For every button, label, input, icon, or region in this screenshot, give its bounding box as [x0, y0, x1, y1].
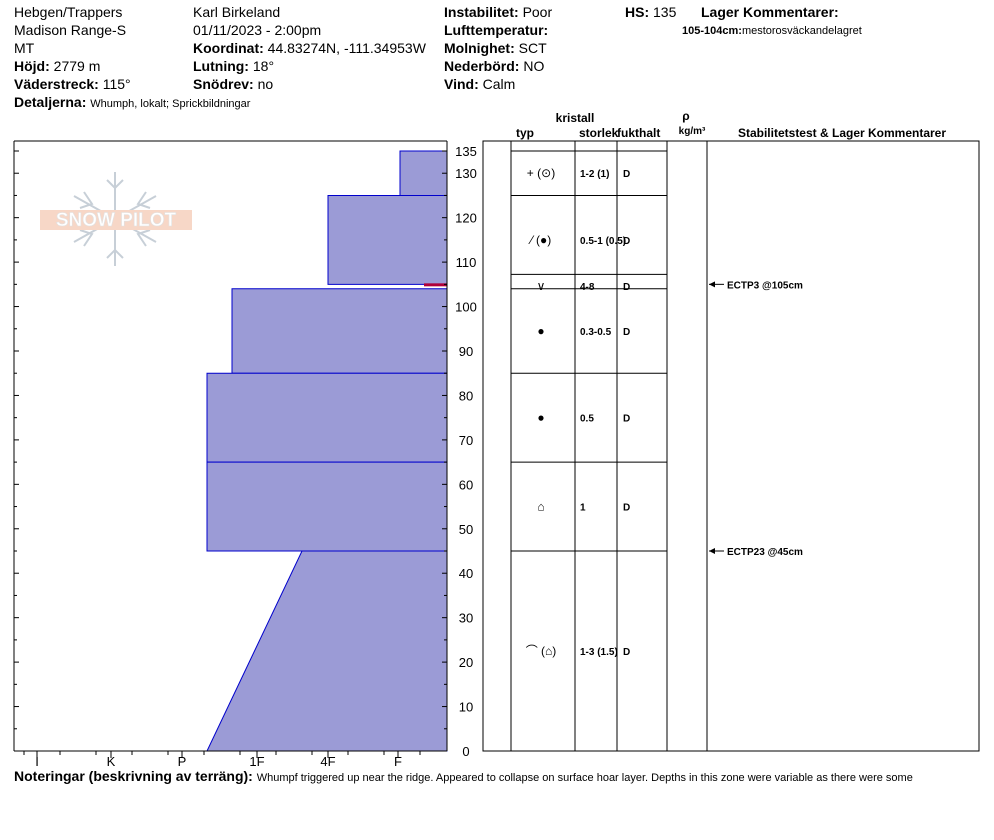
hardness-layer-bar: [206, 550, 448, 752]
y-tick-label: 40: [459, 566, 473, 581]
precipitation: Nederbörd: NO: [444, 58, 545, 74]
x-tick-label: K: [107, 754, 116, 769]
hardness-layer-bar: [206, 461, 448, 552]
y-tick-label: 130: [455, 166, 477, 181]
snow-height: HS: 135: [625, 4, 677, 20]
header-kristall: kristall: [556, 111, 595, 125]
grain-size: 0.3-0.5: [580, 327, 612, 338]
y-tick-label: 100: [455, 300, 477, 315]
stability-test-label: ECTP23 @45cm: [727, 547, 803, 558]
weak-layer-bar: [424, 283, 447, 287]
moisture: D: [623, 169, 630, 180]
y-tick-label: 10: [459, 700, 473, 715]
grain-size: 0.5: [580, 414, 594, 425]
grain-size: 0.5-1 (0.5): [580, 236, 626, 247]
grain-type-symbol: ∨: [537, 279, 546, 293]
grain-type-symbol: ⌒ (⌂): [526, 644, 557, 658]
hardness-layer-bar: [327, 194, 448, 285]
moisture: D: [623, 503, 630, 514]
hardness-axes: 0 10 20 30 40 50 60 70 80 90 100 110 120 130 135 I K P 1F 4…: [13, 140, 477, 769]
y-tick-label: 60: [459, 477, 473, 492]
y-tick-label: 20: [459, 655, 473, 670]
details: Detaljerna: Whumph, lokalt; Sprickbildni…: [14, 94, 251, 110]
x-tick-label: 1F: [249, 754, 264, 769]
header-fukthalt: fukthalt: [617, 126, 660, 140]
instability: Instabilitet: Poor: [444, 4, 553, 20]
grain-size: 1-2 (1): [580, 169, 609, 180]
stability-test-label: ECTP3 @105cm: [727, 280, 803, 291]
observer: Karl Birkeland: [193, 4, 281, 20]
y-tick-label: 90: [459, 344, 473, 359]
y-tick-label: 110: [456, 255, 477, 270]
test-arrow-head: [709, 281, 715, 288]
datetime: 01/11/2023 - 2:00pm: [193, 22, 322, 38]
air-temperature: Lufttemperatur:: [444, 22, 549, 38]
y-tick-label: 30: [459, 611, 473, 626]
x-tick-label: F: [394, 754, 402, 769]
grain-size: 1: [580, 503, 586, 514]
hardness-layer-bar: [206, 372, 448, 463]
notes-text: Whumpf triggered up near the ridge. Appe…: [256, 772, 913, 784]
layer-table: + (⊙) 1-2 (1) D⁄ (●) 0.5-1 (0.5)D∨ 4-8 D● 0.3-…: [482, 140, 980, 752]
logo-banner: [40, 210, 192, 230]
location-line-2: Madison Range-S: [14, 22, 127, 38]
sky: Molnighet: SCT: [444, 40, 547, 56]
slope: Lutning: 18°: [193, 58, 275, 74]
drift: Snödrev: no: [193, 76, 274, 92]
moisture: D: [623, 647, 630, 658]
x-tick-label: P: [178, 754, 187, 769]
location-line-1: Hebgen/Trappers: [14, 4, 123, 20]
y-tick-label: 120: [455, 211, 477, 226]
x-tick-label: 4F: [320, 754, 335, 769]
moisture: D: [623, 282, 630, 293]
notes-label: Noteringar (beskrivning av terräng):: [14, 768, 253, 784]
hardness-layer-bar: [399, 150, 448, 196]
test-arrow-head: [709, 548, 715, 554]
grain-type-symbol: ⌂: [537, 500, 544, 514]
logo-text: SNOW PILOT: [56, 210, 177, 231]
table-frame: [482, 140, 980, 752]
y-tick-label: 0: [462, 744, 469, 759]
grain-type-symbol: ●: [537, 324, 544, 338]
y-tick-label: 50: [459, 522, 473, 537]
header-typ: typ: [516, 126, 534, 140]
y-tick-label: 70: [459, 433, 473, 448]
notes: Noteringar (beskrivning av terräng): Whu…: [14, 767, 994, 787]
grain-size: 1-3 (1.5): [580, 647, 618, 658]
location-line-3: MT: [14, 40, 35, 56]
moisture: D: [623, 414, 630, 425]
layer-comments-title: Lager Kommentarer:: [701, 4, 839, 20]
grain-type-symbol: + (⊙): [527, 166, 555, 180]
y-tick-label: 80: [459, 388, 473, 403]
snowpilot-logo: SNOW PILOT: [40, 172, 192, 266]
moisture: D: [623, 327, 630, 338]
moisture: D: [623, 236, 630, 247]
header-rho: ρ: [682, 109, 689, 123]
layer-comment: 105-104cm:mestorosväckandelagret: [682, 25, 862, 37]
grain-type-symbol: ●: [537, 411, 544, 425]
x-tick-label: I: [35, 754, 39, 769]
y-tick-label: 135: [455, 144, 477, 159]
header-stability: Stabilitetstest & Lager Kommentarer: [738, 126, 946, 140]
aspect: Väderstreck: 115°: [14, 76, 131, 92]
header-storlek: storlek: [579, 126, 619, 140]
hardness-layer-bar: [231, 288, 448, 374]
coordinates: Koordinat: 44.83274N, -111.34953W: [193, 40, 426, 56]
wind: Vind: Calm: [444, 76, 516, 92]
grain-type-symbol: ⁄ (●): [528, 233, 552, 247]
header-density-unit: kg/m³: [679, 126, 706, 137]
grain-size: 4-8: [580, 282, 595, 293]
hardness-bars: [206, 150, 448, 752]
elevation: Höjd: 2779 m: [14, 58, 101, 74]
